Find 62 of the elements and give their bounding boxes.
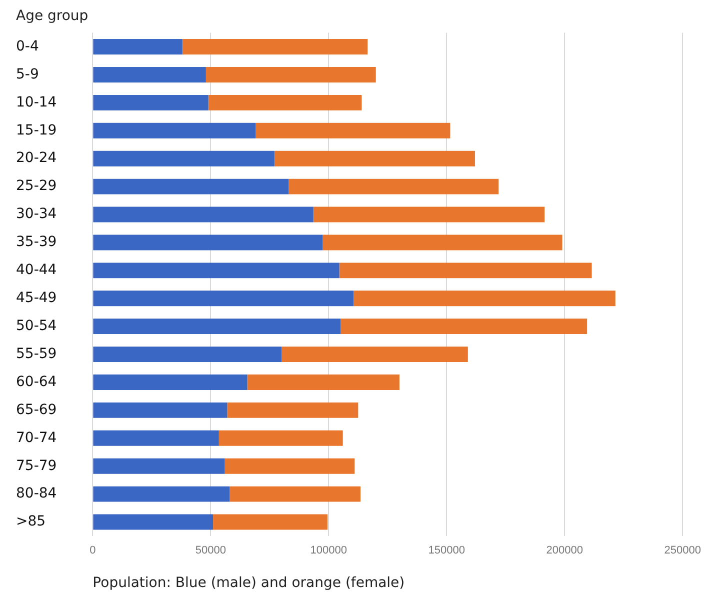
y-tick-label: 55-59	[16, 346, 57, 362]
bar	[93, 318, 340, 334]
bar	[340, 318, 588, 334]
y-tick-label: 65-69	[16, 402, 57, 418]
y-tick-label: 5-9	[16, 66, 39, 82]
y-tick-label: 75-79	[16, 458, 57, 474]
y-tick-label: 15-19	[16, 122, 57, 138]
bar	[93, 346, 282, 362]
bar	[218, 430, 343, 446]
bar	[93, 486, 230, 502]
bar	[313, 206, 545, 222]
bar	[224, 458, 355, 474]
y-tick-label: >85	[16, 514, 46, 530]
y-tick-label: 20-24	[16, 150, 57, 166]
bar	[247, 374, 400, 390]
x-tick-label: 250000	[664, 544, 702, 557]
bar	[322, 234, 562, 250]
y-tick-label: 70-74	[16, 430, 57, 446]
bar	[93, 122, 256, 138]
bar	[93, 94, 208, 110]
y-tick-label: 0-4	[16, 38, 39, 54]
bar	[182, 39, 368, 54]
bar	[206, 67, 376, 82]
y-tick-label: 80-84	[16, 486, 57, 502]
y-tick-label: 45-49	[16, 290, 57, 306]
bar	[93, 514, 214, 530]
y-tick-label: 60-64	[16, 374, 57, 390]
y-tick-label: 40-44	[16, 262, 57, 278]
x-tick-label: 50000	[195, 544, 226, 557]
bar	[93, 262, 340, 278]
bar	[93, 290, 354, 306]
bar	[93, 234, 323, 250]
bar	[288, 178, 499, 194]
bar	[339, 262, 592, 278]
y-tick-label: 50-54	[16, 318, 57, 334]
x-tick-label: 100000	[310, 544, 348, 557]
x-axis-title: Population: Blue (male) and orange (female)	[92, 575, 405, 592]
bar	[93, 402, 228, 418]
x-tick-label: 150000	[428, 544, 466, 557]
y-tick-label: 30-34	[16, 206, 57, 222]
bar	[227, 402, 358, 418]
bar	[281, 346, 468, 362]
bar	[353, 290, 616, 306]
y-tick-label: 25-29	[16, 178, 57, 194]
bar	[93, 150, 274, 166]
chart-title: Age group	[16, 8, 88, 24]
x-tick-label: 0	[90, 544, 96, 557]
y-tick-label: 35-39	[16, 234, 57, 250]
bar	[93, 458, 225, 474]
bar	[230, 486, 361, 502]
bar	[208, 94, 362, 110]
bar	[274, 150, 475, 166]
bar	[93, 206, 314, 222]
bar	[93, 178, 289, 194]
bar	[213, 514, 328, 530]
bar	[93, 374, 248, 390]
bar	[93, 39, 182, 54]
y-tick-label: 10-14	[16, 94, 57, 110]
bar	[93, 430, 219, 446]
x-tick-label: 200000	[546, 544, 584, 557]
bar	[256, 122, 450, 138]
bar	[93, 67, 206, 82]
